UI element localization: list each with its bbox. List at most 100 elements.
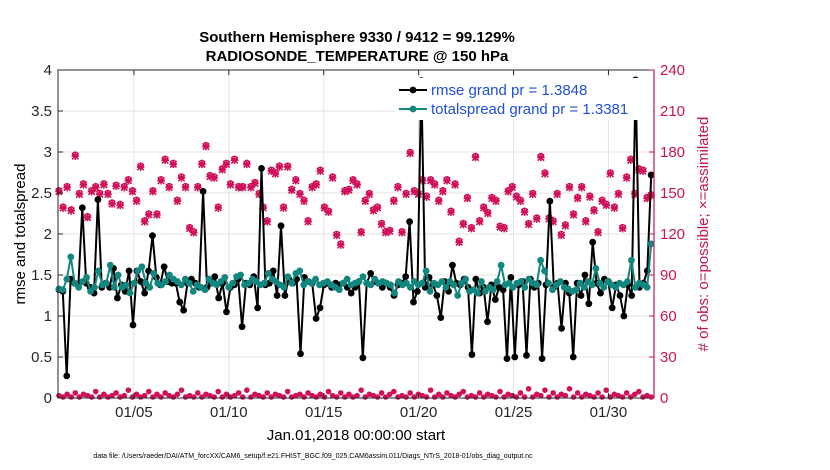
obs-assimilated-point [55,187,63,196]
totalspread-point [260,279,268,287]
obs-assimilated-point [349,176,357,185]
obs-lowband-point [476,390,483,396]
rmse-point [113,294,121,302]
obs-assimilated-point [553,190,562,199]
obs-assimilated-point [573,194,582,203]
obs-assimilated-point [136,163,145,171]
totalspread-point [288,279,296,287]
totalspread-point [335,286,343,294]
obs-assimilated-point [173,197,182,205]
totalspread-point [580,283,588,291]
obs-assimilated-point [508,183,517,192]
obs-assimilated-point [75,190,84,199]
obs-assimilated-point [255,190,263,199]
rmse-point [546,197,554,205]
obs-lowband-point [88,394,95,400]
totalspread-point [264,269,272,277]
obs-assimilated-point [283,163,292,171]
obs-assimilated-point [312,181,321,189]
obs-assimilated-point [557,231,566,240]
obs-assimilated-point [132,197,141,205]
obs-assimilated-point [161,156,169,164]
obs-lowband-point [460,388,467,395]
obs-assimilated-point [369,206,378,215]
obs-lowband-point [215,388,222,395]
obs-lowband-point [440,394,446,400]
y-tick-label: 2.5 [31,185,52,202]
obs-assimilated-point [443,176,451,185]
obs-assimilated-point [439,187,447,196]
obs-assimilated-point [500,224,508,233]
obs-assimilated-point [594,228,602,237]
obs-lowband-point [550,390,556,396]
obs-lowband-point [284,388,291,395]
y-tick-label: 4 [44,62,52,79]
totalspread-point [102,279,110,287]
obs-assimilated-point [422,193,431,201]
obs-lowband-point [260,394,266,400]
obs-lowband-point [297,391,303,398]
obs-assimilated-point [275,163,284,171]
totalspread-point [387,281,394,289]
obs-assimilated-point [381,228,390,237]
obs-assimilated-point [279,204,288,212]
obs-lowband-point [113,390,119,396]
totalspread-point [106,261,114,269]
totalspread-point [150,269,158,277]
obs-lowband-point [591,394,597,400]
obs-assimilated-point [479,204,488,212]
obs-lowband-point [497,388,503,395]
obs-assimilated-point [108,200,116,208]
y-tick-label-right: 60 [660,308,677,325]
obs-lowband-point [444,390,450,396]
totalspread-point [122,281,130,289]
obs-assimilated-point [202,142,210,151]
totalspread-point [493,278,501,285]
totalspread-point [477,278,485,285]
obs-lowband-point [64,391,70,398]
obs-assimilated-point [292,176,300,185]
obs-lowband-point [211,394,217,400]
obs-assimilated-point [561,222,570,230]
obs-assimilated-point [537,153,545,162]
obs-lowband-point [403,394,409,400]
obs-lowband-point [378,390,385,396]
obs-assimilated-point [271,170,280,178]
y-tick-label-right: 240 [660,62,685,79]
rmse-point [180,306,188,314]
obs-assimilated-point [149,187,157,196]
rmse-point [449,261,456,269]
totalspread-point [359,273,367,281]
obs-assimilated-point [210,174,218,182]
obs-lowband-point [546,394,552,400]
totalspread-point [647,240,655,248]
obs-assimilated-point [385,227,394,236]
totalspread-point [521,283,529,291]
obs-assimilated-point [87,187,96,196]
obs-lowband-point [154,391,160,398]
y-tick-label-right: 210 [660,103,685,120]
obs-lowband-point [346,391,352,398]
obs-assimilated-point [398,228,406,237]
obs-lowband-point [542,387,548,393]
obs-lowband-point [427,387,434,393]
totalspread-point [237,271,244,279]
obs-lowband-point [595,390,601,396]
obs-lowband-point [239,394,246,400]
rmse-point [145,267,152,275]
totalspread-point [312,275,319,283]
legend-marker-totalspread [409,105,417,113]
totalspread-point [229,279,237,287]
obs-assimilated-point [120,183,129,192]
obs-lowband-point [190,394,197,400]
rmse-point [238,323,246,331]
y-tick-label: 0.5 [31,349,52,366]
rmse-point [125,267,133,275]
obs-assimilated-point [71,152,80,160]
rmse-point [647,171,655,179]
rmse-point [608,304,616,312]
totalspread-point [177,281,185,289]
obs-lowband-point [472,394,479,400]
obs-lowband-point [566,385,573,392]
